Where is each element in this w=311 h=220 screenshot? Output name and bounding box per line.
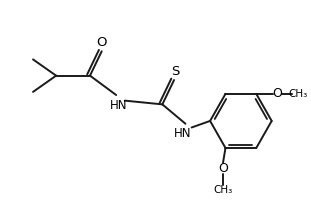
Text: HN: HN xyxy=(110,99,128,112)
Text: CH₃: CH₃ xyxy=(213,185,233,195)
Text: O: O xyxy=(218,162,228,175)
Text: HN: HN xyxy=(174,127,191,140)
Text: O: O xyxy=(272,87,282,100)
Text: O: O xyxy=(96,36,107,49)
Text: S: S xyxy=(171,65,180,78)
Text: CH₃: CH₃ xyxy=(289,89,308,99)
